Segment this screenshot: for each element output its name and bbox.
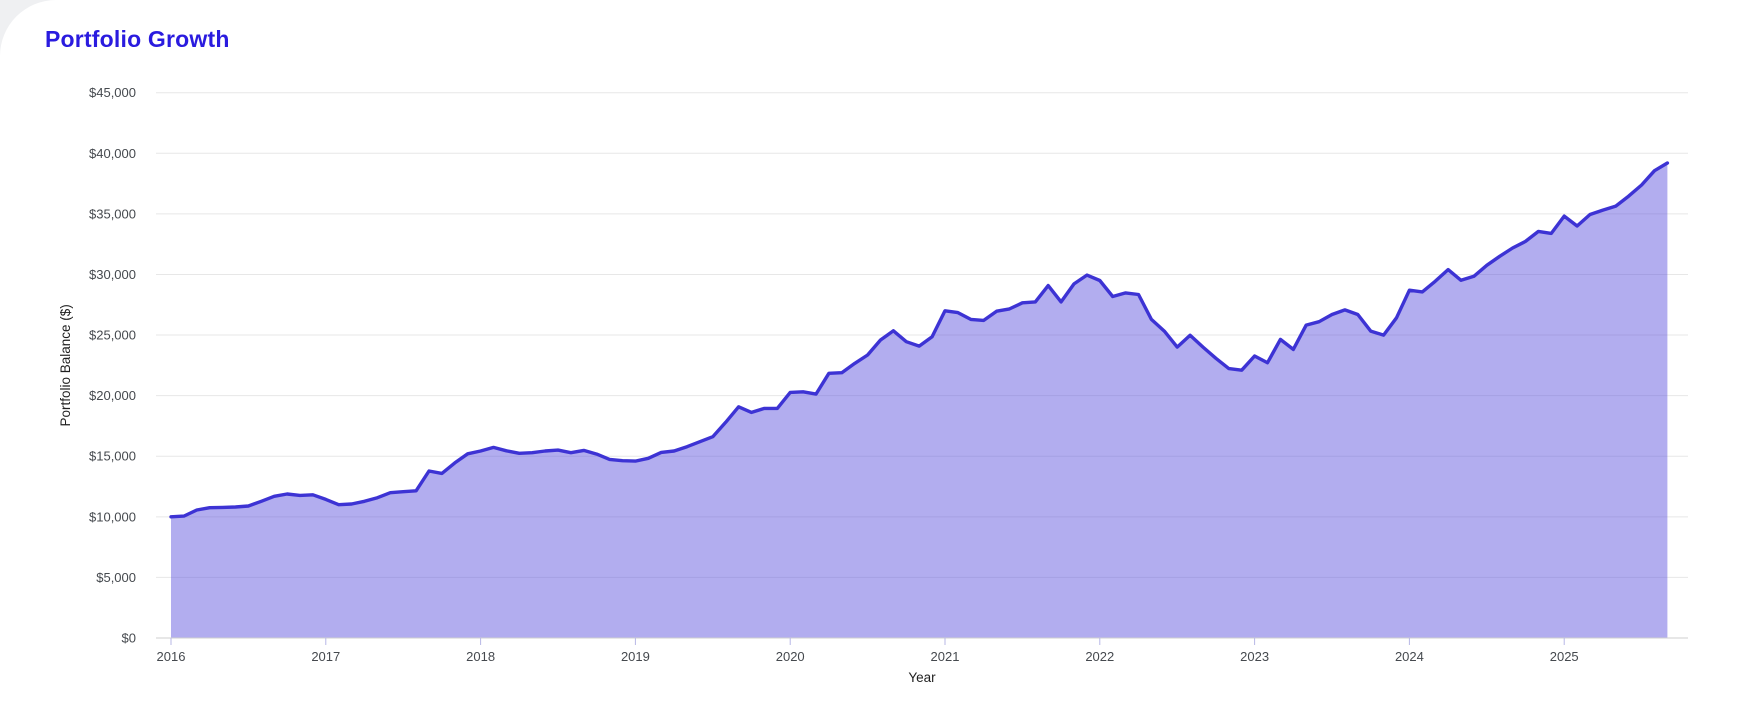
y-axis-tick-label: $25,000 [89,328,136,343]
x-axis-tick-label: 2022 [1085,649,1114,664]
y-axis-tick-label: $10,000 [89,509,136,524]
y-axis-tick-label: $45,000 [89,85,136,100]
x-axis-tick-label: 2025 [1550,649,1579,664]
y-axis-tick-label: $0 [122,631,136,646]
x-axis-tick-label: 2023 [1240,649,1269,664]
y-axis-tick-label: $40,000 [89,146,136,161]
y-axis-tick-label: $35,000 [89,206,136,221]
y-axis-tick-label: $20,000 [89,388,136,403]
area-fill [171,163,1668,638]
x-axis-tick-label: 2016 [157,649,186,664]
y-axis-tick-label: $30,000 [89,267,136,282]
x-axis-tick-label: 2020 [776,649,805,664]
y-axis-title: Portfolio Balance ($) [58,304,73,426]
page-title: Portfolio Growth [45,26,230,52]
x-axis-tick-label: 2017 [311,649,340,664]
x-axis-tick-label: 2019 [621,649,650,664]
x-axis-tick-label: 2018 [466,649,495,664]
x-axis-tick-label: 2021 [931,649,960,664]
series-line [169,161,1670,519]
y-axis-tick-label: $5,000 [96,570,136,585]
x-axis-title: Year [908,670,936,685]
y-axis-tick-label: $15,000 [89,449,136,464]
x-axis-tick-label: 2024 [1395,649,1424,664]
